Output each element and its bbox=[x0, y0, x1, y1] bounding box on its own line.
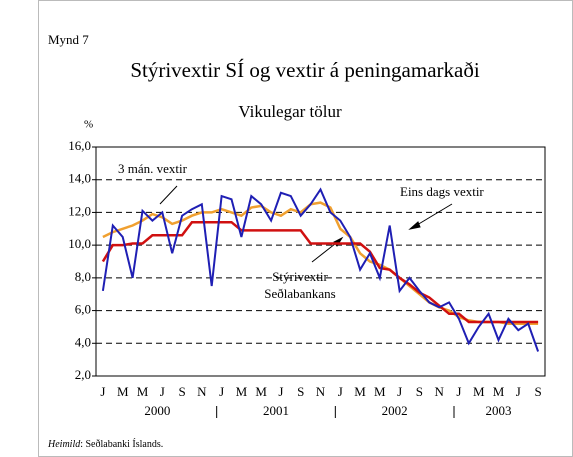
x-tick-label: J bbox=[338, 384, 343, 399]
x-tick-label: M bbox=[255, 384, 267, 399]
y-tick-label: 2,0 bbox=[75, 367, 91, 382]
arrow bbox=[159, 185, 178, 205]
x-tick-label: J bbox=[100, 384, 105, 399]
x-tick-label: J bbox=[160, 384, 165, 399]
x-tick-label: M bbox=[374, 384, 386, 399]
x-tick-label: M bbox=[473, 384, 485, 399]
y-tick-label: 8,0 bbox=[75, 269, 91, 284]
x-tick-label: M bbox=[117, 384, 129, 399]
chart-subtitle: Vikulegar tölur bbox=[238, 102, 342, 121]
y-tick-label: 6,0 bbox=[75, 302, 91, 317]
series-line bbox=[102, 201, 539, 325]
x-tick-label: S bbox=[297, 384, 304, 399]
x-tick-label: J bbox=[516, 384, 521, 399]
y-tick-label: 10,0 bbox=[68, 236, 91, 251]
year-label: 2001 bbox=[263, 403, 289, 418]
x-tick-label: N bbox=[316, 384, 326, 399]
year-label: 2002 bbox=[382, 403, 408, 418]
series-label-line: Seðlabankans bbox=[264, 286, 335, 301]
plot-area bbox=[95, 146, 546, 377]
x-tick-label: J bbox=[219, 384, 224, 399]
x-tick-label: J bbox=[278, 384, 283, 399]
x-tick-label: N bbox=[197, 384, 207, 399]
y-tick-label: 14,0 bbox=[68, 171, 91, 186]
source-label: Heimild bbox=[47, 439, 81, 450]
series-line bbox=[101, 220, 539, 324]
y-unit: % bbox=[84, 119, 93, 131]
source: Heimild: Seðlabanki Íslands. bbox=[47, 438, 163, 450]
x-tick-label: M bbox=[236, 384, 248, 399]
x-tick-label: N bbox=[434, 384, 444, 399]
y-tick-label: 16,0 bbox=[68, 138, 91, 153]
x-tick-label: S bbox=[416, 384, 423, 399]
year-label: 2000 bbox=[144, 403, 170, 418]
series-label: Stýrivextir Seðlabankans bbox=[264, 269, 335, 301]
x-tick-label: J bbox=[397, 384, 402, 399]
year-label: 2003 bbox=[486, 403, 512, 418]
x-tick-label: S bbox=[178, 384, 185, 399]
source-text: : Seðlabanki Íslands. bbox=[80, 438, 163, 450]
arrow-head bbox=[408, 221, 421, 230]
series-line bbox=[101, 187, 540, 352]
y-tick-label: 12,0 bbox=[68, 203, 91, 218]
series-label-line: Stýrivextir bbox=[272, 269, 328, 284]
figure-label: Mynd 7 bbox=[48, 32, 89, 47]
series-label: 3 mán. vextir bbox=[118, 161, 188, 176]
x-tick-label: S bbox=[534, 384, 541, 399]
series-label: Eins dags vextir bbox=[400, 184, 484, 199]
chart-title: Stýrivextir SÍ og vextir á peningamarkað… bbox=[130, 58, 479, 82]
x-tick-label: J bbox=[456, 384, 461, 399]
x-tick-label: M bbox=[354, 384, 366, 399]
x-tick-label: M bbox=[493, 384, 505, 399]
x-tick-label: M bbox=[137, 384, 149, 399]
y-tick-label: 4,0 bbox=[75, 334, 91, 349]
